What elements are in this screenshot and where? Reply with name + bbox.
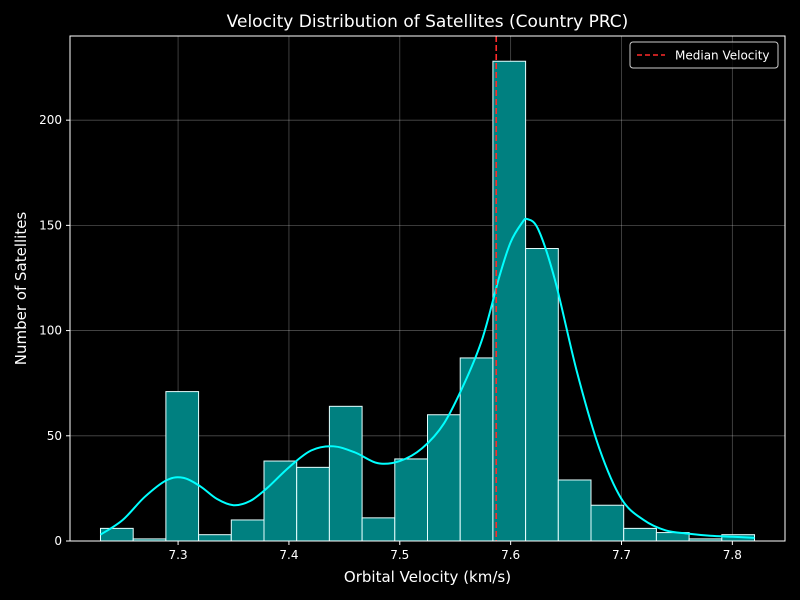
y-tick-label: 50 bbox=[47, 429, 62, 443]
histogram-bar bbox=[492, 60, 527, 542]
kde-curve bbox=[99, 217, 755, 539]
x-tick-label: 7.6 bbox=[501, 548, 520, 562]
y-axis-label: Number of Satellites bbox=[12, 212, 30, 366]
histogram-bar bbox=[165, 391, 200, 542]
histogram-bar bbox=[427, 414, 461, 542]
histogram-bar bbox=[557, 479, 592, 542]
y-tick-label: 100 bbox=[39, 324, 62, 338]
histogram-bar bbox=[590, 504, 625, 542]
y-axis-ticks: 0 50 100 150 200 bbox=[39, 113, 70, 548]
x-tick-label: 7.3 bbox=[169, 548, 188, 562]
kde-curve-layer bbox=[99, 217, 755, 539]
x-axis-label: Orbital Velocity (km/s) bbox=[344, 568, 511, 586]
x-tick-label: 7.8 bbox=[723, 548, 742, 562]
x-tick-label: 7.7 bbox=[612, 548, 631, 562]
legend-box bbox=[629, 41, 779, 69]
histogram-bar bbox=[459, 357, 494, 542]
plot-area-frame bbox=[69, 35, 786, 542]
histogram-bar bbox=[623, 527, 657, 542]
histogram-bar bbox=[99, 527, 134, 542]
x-axis-ticks: 7.3 7.4 7.5 7.6 7.7 7.8 bbox=[169, 541, 742, 562]
histogram-bar bbox=[296, 466, 330, 542]
legend-median-label: Median Velocity bbox=[675, 49, 770, 63]
histogram-bar bbox=[328, 405, 363, 542]
legend: Median Velocity bbox=[629, 41, 779, 69]
histogram-bar bbox=[230, 519, 265, 542]
x-tick-label: 7.4 bbox=[279, 548, 298, 562]
histogram-bar bbox=[263, 460, 298, 542]
y-tick-label: 200 bbox=[39, 113, 62, 127]
x-tick-label: 7.5 bbox=[390, 548, 409, 562]
histogram-bar bbox=[361, 517, 396, 542]
y-tick-label: 0 bbox=[54, 534, 62, 548]
chart-title: Velocity Distribution of Satellites (Cou… bbox=[227, 12, 629, 32]
histogram-bar bbox=[394, 458, 429, 542]
histogram-bar bbox=[525, 248, 559, 542]
y-tick-label: 150 bbox=[39, 218, 62, 232]
histogram-bar bbox=[198, 534, 232, 542]
